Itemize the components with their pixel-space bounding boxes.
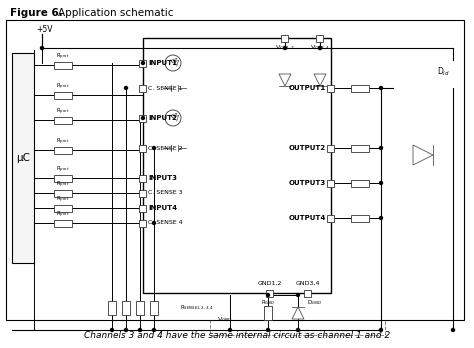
Circle shape (380, 87, 383, 89)
Bar (139, 190, 146, 197)
Text: INPUT3: INPUT3 (148, 175, 177, 181)
Circle shape (142, 62, 145, 64)
Bar (6, 20, 464, 320)
Circle shape (319, 47, 321, 49)
Bar (328, 85, 335, 92)
Bar (139, 85, 146, 92)
Bar (139, 60, 146, 66)
Circle shape (380, 147, 383, 150)
Text: C. SENSE 2: C. SENSE 2 (148, 145, 182, 150)
Text: OUTPUT4: OUTPUT4 (289, 215, 326, 221)
Bar (351, 85, 369, 92)
Bar (210, 295, 385, 335)
Bar (54, 220, 72, 227)
Bar (304, 290, 311, 296)
Text: V$_{GND}$: V$_{GND}$ (217, 316, 233, 324)
Bar (108, 301, 116, 315)
Text: R$_{prot}$: R$_{prot}$ (56, 210, 70, 220)
Text: +5V: +5V (36, 25, 53, 34)
Text: Channels 3 and 4 have the same internal circuit as channel 1 and 2: Channels 3 and 4 have the same internal … (84, 331, 390, 340)
Text: OUTPUT2: OUTPUT2 (289, 145, 326, 151)
Bar (282, 34, 289, 41)
Circle shape (297, 329, 300, 332)
Text: R$_{prot}$: R$_{prot}$ (56, 107, 70, 117)
Circle shape (380, 182, 383, 184)
Bar (54, 205, 72, 212)
Bar (143, 38, 331, 293)
Circle shape (40, 47, 44, 49)
Text: D$_{GND}$: D$_{GND}$ (307, 299, 322, 307)
Text: V$_{CC1,2}$: V$_{CC1,2}$ (275, 44, 295, 52)
Text: OUTPUT1: OUTPUT1 (289, 85, 326, 91)
Bar (351, 214, 369, 221)
Text: R$_{SENSE1,2,3,4}$: R$_{SENSE1,2,3,4}$ (180, 304, 214, 312)
Text: OUTPUT3: OUTPUT3 (289, 180, 326, 186)
Text: INPUT2: INPUT2 (148, 115, 177, 121)
Bar (139, 144, 146, 151)
Bar (351, 180, 369, 187)
Bar (264, 306, 272, 320)
Text: C. SENSE 1: C. SENSE 1 (148, 86, 182, 90)
Text: µC: µC (16, 153, 30, 163)
Circle shape (153, 221, 155, 224)
Circle shape (380, 329, 383, 332)
Bar (266, 290, 273, 296)
Bar (139, 114, 146, 121)
Circle shape (138, 329, 142, 332)
Text: R$_{prot}$: R$_{prot}$ (56, 195, 70, 205)
Text: R$_{prot}$: R$_{prot}$ (56, 180, 70, 190)
Text: GND3,4: GND3,4 (296, 280, 320, 285)
Bar (393, 60, 453, 245)
Text: R$_{prot}$: R$_{prot}$ (56, 137, 70, 147)
Bar (328, 144, 335, 151)
Bar (328, 214, 335, 221)
Text: C. SENSE 3: C. SENSE 3 (148, 190, 182, 196)
Bar (136, 301, 144, 315)
Bar (139, 220, 146, 227)
Bar (139, 174, 146, 182)
Text: R$_{GND}$: R$_{GND}$ (261, 299, 275, 307)
Text: D$_{id}$: D$_{id}$ (437, 66, 449, 78)
Text: V$_{CC3,4}$: V$_{CC3,4}$ (310, 44, 330, 52)
Circle shape (153, 329, 155, 332)
Text: INPUT4: INPUT4 (148, 205, 177, 211)
Bar (12, 53, 34, 263)
Bar (54, 174, 72, 182)
Circle shape (452, 329, 455, 332)
Bar (54, 92, 72, 98)
Text: Figure 6.: Figure 6. (10, 8, 63, 18)
Circle shape (266, 329, 270, 332)
Text: Application schematic: Application schematic (58, 8, 173, 18)
Circle shape (266, 293, 270, 296)
Circle shape (319, 47, 321, 49)
Bar (54, 117, 72, 124)
Text: INPUT1: INPUT1 (148, 60, 177, 66)
Circle shape (153, 147, 155, 150)
Bar (139, 205, 146, 212)
Bar (54, 62, 72, 69)
Bar (122, 301, 130, 315)
Bar (54, 190, 72, 197)
Circle shape (297, 293, 300, 296)
Bar (317, 34, 323, 41)
Bar (150, 301, 158, 315)
Circle shape (228, 329, 231, 332)
Text: R$_{prot}$: R$_{prot}$ (56, 52, 70, 62)
Circle shape (110, 329, 113, 332)
Circle shape (125, 329, 128, 332)
Circle shape (142, 117, 145, 119)
Text: C. SENSE 4: C. SENSE 4 (148, 221, 182, 226)
Text: R$_{prot}$: R$_{prot}$ (56, 165, 70, 175)
Circle shape (125, 87, 128, 89)
Circle shape (283, 47, 286, 49)
Text: GND1,2: GND1,2 (258, 280, 282, 285)
Circle shape (380, 216, 383, 220)
Bar (351, 144, 369, 151)
Bar (82, 25, 350, 293)
Bar (328, 180, 335, 187)
Bar (54, 147, 72, 153)
Text: R$_{prot}$: R$_{prot}$ (56, 82, 70, 92)
